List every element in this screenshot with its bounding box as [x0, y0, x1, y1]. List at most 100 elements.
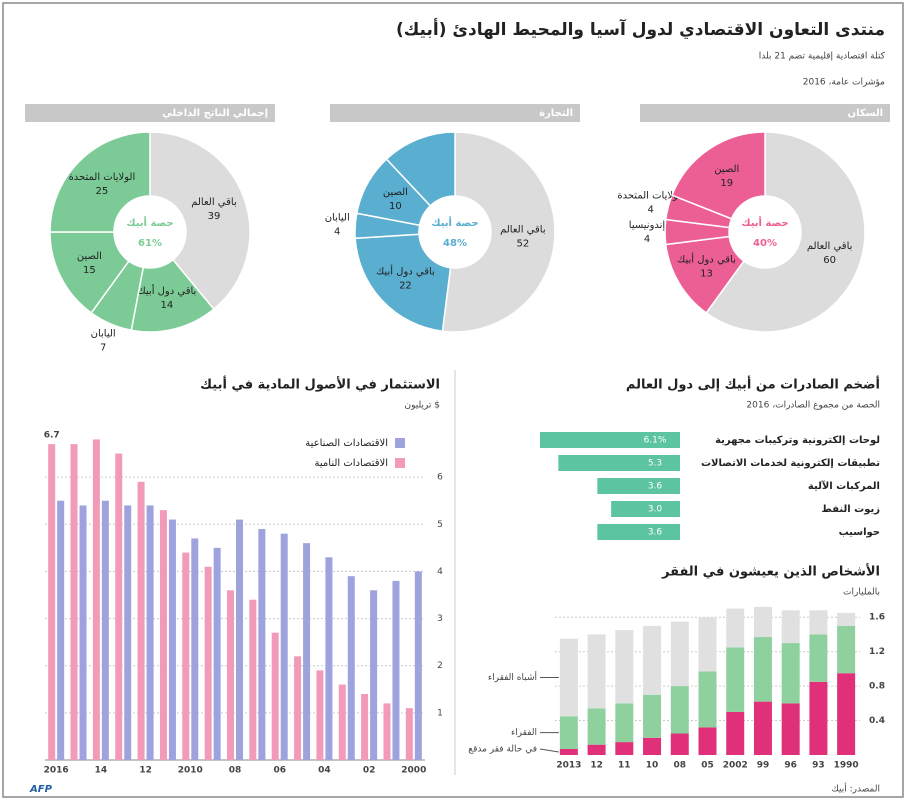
bar-segment — [837, 625, 856, 674]
chart-title: الأشخاص الذين يعيشون في الفقر — [661, 563, 880, 580]
panel-title: التجارة — [539, 108, 573, 119]
slice-label: الولايات المتحدة — [69, 172, 136, 183]
slice-value: 52 — [516, 238, 529, 249]
slice-label: باقي دول أبيك — [677, 253, 736, 266]
subtitle: كتلة اقتصادية إقليمية تضم 21 بلدا — [759, 52, 886, 62]
center-value: 61% — [138, 238, 162, 249]
slice-value: 25 — [96, 186, 109, 197]
bar-segment — [837, 612, 856, 626]
bar — [48, 444, 56, 760]
category-label: المركبات الآلية — [808, 480, 880, 492]
bar — [101, 500, 109, 760]
value-label: 3.0 — [648, 505, 663, 515]
value-label: 6.1% — [644, 436, 667, 446]
y-tick-label: 0.4 — [869, 716, 885, 726]
slice-label: الصين — [77, 251, 102, 262]
y-tick-label: 5 — [437, 520, 443, 530]
bar — [115, 453, 123, 760]
legend-label: الاقتصادات النامية — [315, 458, 388, 469]
x-tick-label: 14 — [95, 766, 108, 776]
bar — [405, 708, 413, 760]
bar — [414, 571, 422, 760]
bar — [258, 529, 266, 760]
bar — [325, 557, 333, 760]
bar-segment — [753, 637, 772, 702]
donut-center — [419, 196, 491, 268]
bar-segment — [698, 727, 717, 755]
x-tick-label: 93 — [812, 761, 825, 771]
bar — [597, 524, 680, 540]
category-label: زيوت النفط — [822, 504, 881, 515]
bar — [249, 599, 257, 760]
panel-header — [330, 104, 580, 122]
bar — [370, 590, 378, 760]
bar — [280, 533, 288, 760]
bar-segment — [670, 733, 689, 755]
bar — [79, 505, 87, 760]
slice-value: 60 — [823, 255, 836, 266]
slice-value: 15 — [83, 265, 96, 276]
bar-segment — [615, 703, 634, 743]
series-label: الفقراء — [511, 728, 537, 738]
bar-segment — [781, 643, 800, 704]
value-label: 5.3 — [648, 459, 662, 469]
slice-label: اليابان — [325, 213, 350, 224]
bar-segment — [559, 748, 578, 755]
slice-value: 19 — [720, 178, 733, 189]
bar — [146, 505, 154, 760]
category-label: لوحات إلكترونية وتركيبات مجهرية — [715, 435, 880, 446]
credit: AFP — [29, 784, 53, 795]
slice-value: 4 — [648, 205, 654, 216]
slice-value: 4 — [644, 234, 650, 245]
panel-header — [25, 104, 275, 122]
bar-segment — [670, 621, 689, 687]
bar-segment — [726, 647, 745, 712]
bar-segment — [559, 716, 578, 749]
slice-label: الصين — [383, 187, 408, 198]
title: منتدى التعاون الاقتصادي لدول آسيا والمحي… — [396, 18, 885, 40]
chart-subtitle: الحصة من مجموع الصادرات، 2016 — [746, 401, 880, 411]
donut-center — [729, 196, 801, 268]
y-tick-label: 1.6 — [869, 613, 885, 623]
y-tick-label: 3 — [437, 614, 443, 624]
panel-header — [640, 104, 890, 122]
category-label: تطبيقات إلكترونية لخدمات الاتصالات — [701, 458, 880, 469]
bar — [558, 455, 680, 471]
bar-segment — [587, 708, 606, 745]
bar — [159, 510, 167, 760]
x-tick-label: 2016 — [44, 766, 69, 776]
bar — [204, 566, 212, 760]
bar — [392, 580, 400, 760]
bar-segment — [643, 625, 662, 695]
bar-segment — [753, 606, 772, 638]
bar-segment — [643, 694, 662, 738]
x-tick-label: 10 — [646, 761, 659, 771]
value-label: 3.6 — [648, 528, 663, 538]
x-tick-label: 08 — [674, 761, 687, 771]
bar — [137, 481, 145, 760]
category-label: حواسيب — [839, 527, 880, 538]
x-tick-label: 2000 — [401, 766, 426, 776]
center-value: 40% — [753, 238, 777, 249]
bar — [361, 694, 369, 760]
value-label: 6.7 — [44, 431, 60, 441]
panel-title: السكان — [848, 108, 883, 119]
bar — [294, 656, 302, 760]
note: مؤشرات عامة، 2016 — [803, 78, 885, 88]
bar-segment — [809, 634, 828, 682]
y-tick-label: 6 — [437, 473, 443, 483]
center-value: 48% — [443, 238, 467, 249]
x-tick-label: 05 — [701, 761, 714, 771]
center-label: حصة أبيك — [431, 216, 478, 229]
chart-title: أضخم الصادرات من أبيك إلى دول العالم — [626, 376, 880, 393]
slice-value: 22 — [399, 281, 412, 292]
bar — [227, 590, 234, 760]
bar — [92, 439, 100, 760]
x-tick-label: 1990 — [834, 761, 859, 771]
bar — [57, 500, 65, 760]
series-label: أشباه الفقراء — [488, 671, 537, 683]
bar-segment — [615, 630, 634, 704]
x-tick-label: 04 — [318, 766, 331, 776]
bar — [213, 547, 221, 760]
